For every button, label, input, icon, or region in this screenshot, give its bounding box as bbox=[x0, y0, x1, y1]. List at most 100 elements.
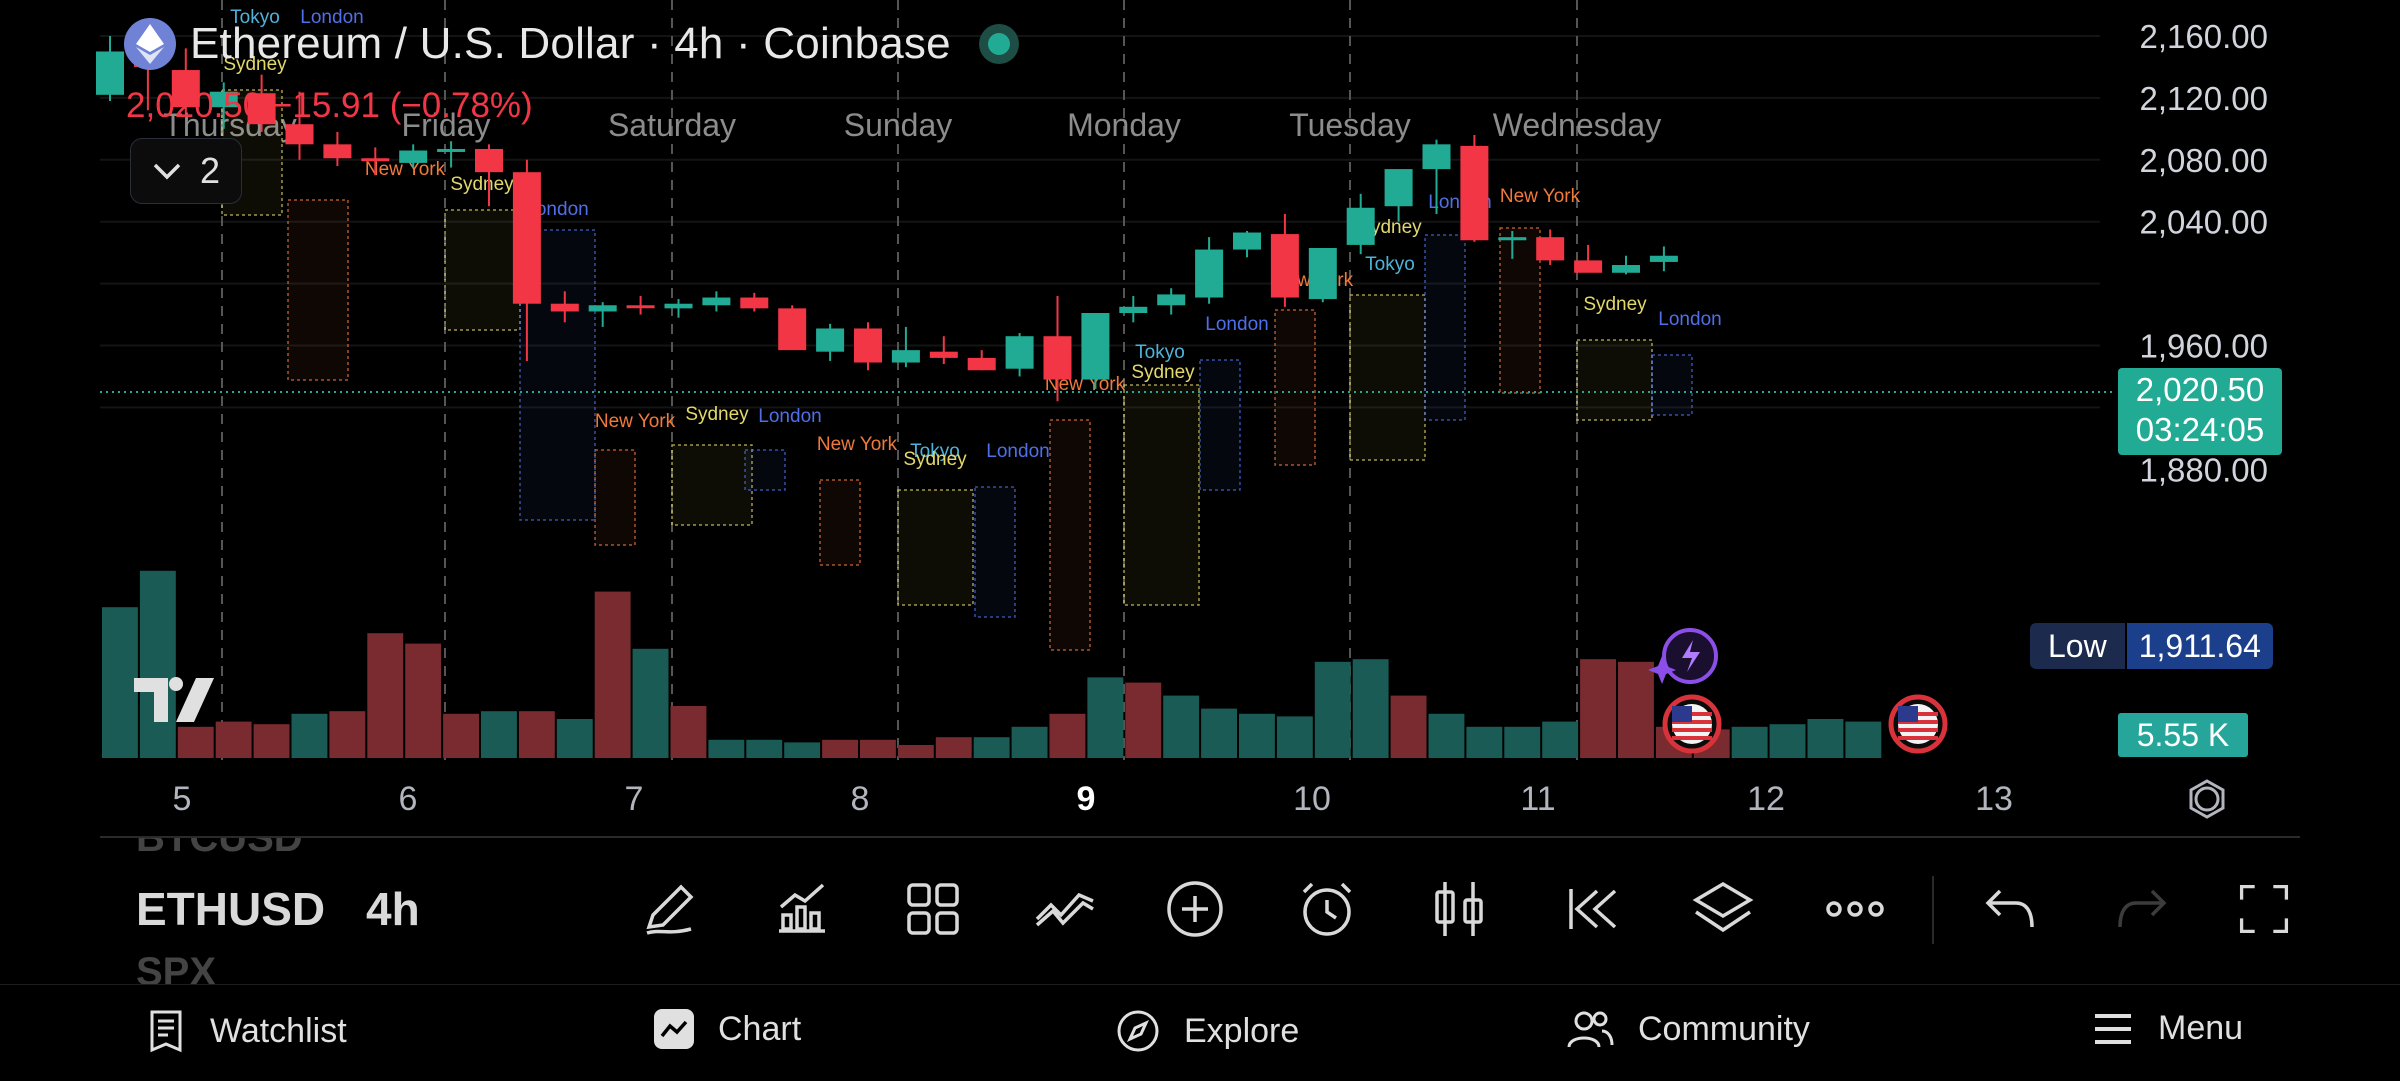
candle-body bbox=[323, 144, 352, 159]
candle-body bbox=[96, 51, 124, 95]
time-axis-label: 13 bbox=[1975, 780, 2013, 818]
us-flag-stripe bbox=[1672, 728, 1712, 732]
price-chart[interactable]: Thursday Friday Saturday Sunday Monday Tuesda… bbox=[0, 0, 2400, 840]
symbol-title[interactable]: Ethereum / U.S. Dollar · 4h · Coinbase bbox=[190, 19, 951, 68]
bar-countdown: 03:24:05 bbox=[2135, 411, 2265, 448]
candle-body bbox=[1043, 336, 1072, 380]
watchlist-icon bbox=[150, 1010, 182, 1053]
nav-watchlist[interactable]: Watchlist bbox=[146, 1009, 347, 1053]
session-label: London bbox=[1205, 314, 1268, 335]
price-axis-label: 1,960.00 bbox=[2140, 328, 2268, 365]
timeframe-button[interactable]: 4h bbox=[366, 883, 420, 935]
nav-menu[interactable]: Menu bbox=[2092, 1009, 2243, 1048]
volume-bar bbox=[1618, 661, 1654, 758]
volume-bar bbox=[215, 721, 252, 758]
session-label: New York bbox=[365, 159, 446, 180]
day-label: Monday bbox=[1067, 107, 1181, 143]
compare-icon[interactable] bbox=[1030, 874, 1100, 944]
time-axis-label: 7 bbox=[625, 780, 644, 818]
symbol-prev[interactable]: BTCUSD bbox=[136, 838, 303, 860]
time-axis-label: 5 bbox=[173, 780, 192, 818]
volume-bar bbox=[291, 713, 328, 758]
volume-bar bbox=[708, 739, 745, 758]
candle-body bbox=[588, 305, 617, 312]
nav-explore-label: Explore bbox=[1184, 1011, 1300, 1050]
candle-body bbox=[740, 297, 769, 309]
low-label: Low bbox=[2030, 623, 2125, 669]
current-price-tag: 2,020.50 03:24:05 bbox=[2118, 368, 2282, 455]
candle-body bbox=[816, 328, 845, 352]
fullscreen-icon[interactable] bbox=[2236, 874, 2292, 944]
candle-body bbox=[1346, 207, 1375, 245]
candle-body bbox=[247, 93, 276, 125]
session-box bbox=[744, 449, 786, 491]
bar-replay-chart-icon[interactable] bbox=[1424, 874, 1494, 944]
more-icon[interactable] bbox=[1820, 874, 1890, 944]
volume-bar bbox=[1769, 724, 1806, 758]
volume-bar bbox=[973, 737, 1010, 758]
volume-bar bbox=[1807, 719, 1844, 758]
indicators-collapse-button[interactable]: 2 bbox=[130, 138, 242, 204]
nav-explore[interactable]: Explore bbox=[1116, 1009, 1299, 1053]
community-icon bbox=[1567, 1011, 1614, 1048]
volume-bar bbox=[1390, 695, 1427, 758]
symbol-current[interactable]: ETHUSD bbox=[136, 883, 326, 935]
draw-icon[interactable] bbox=[634, 874, 704, 944]
volume-bar bbox=[102, 607, 138, 758]
chart-header: Ethereum / U.S. Dollar · 4h · Coinbase bbox=[124, 18, 1019, 70]
session-box bbox=[1424, 234, 1466, 421]
nav-chart[interactable]: Chart bbox=[654, 1009, 801, 1049]
layers-icon[interactable] bbox=[1688, 874, 1758, 944]
templates-icon[interactable] bbox=[898, 874, 968, 944]
low-value: 1,911.64 bbox=[2126, 623, 2273, 669]
session-box bbox=[1049, 419, 1091, 651]
us-flag-stripe bbox=[1898, 728, 1938, 732]
session-box bbox=[1576, 339, 1653, 421]
candle-body bbox=[1574, 260, 1603, 273]
volume-bar bbox=[935, 737, 972, 758]
volume-bar bbox=[1011, 726, 1048, 758]
symbol-next[interactable]: SPX bbox=[136, 950, 217, 984]
candle-body bbox=[1612, 265, 1640, 273]
candle-body bbox=[664, 303, 693, 309]
session-box bbox=[1123, 384, 1200, 606]
nav-menu-label: Menu bbox=[2158, 1009, 2244, 1047]
volume-bar bbox=[897, 745, 934, 758]
tradingview-logo-icon bbox=[134, 678, 214, 722]
session-label: London bbox=[525, 199, 588, 220]
low-price-tag: Low 1,911.64 bbox=[2030, 623, 2273, 669]
session-box bbox=[974, 486, 1016, 618]
volume-bar bbox=[177, 726, 214, 758]
candle-body bbox=[891, 350, 920, 363]
session-label: London bbox=[758, 406, 821, 427]
session-box bbox=[897, 489, 974, 606]
market-status-icon[interactable] bbox=[978, 24, 1019, 64]
alert-icon[interactable] bbox=[1292, 874, 1362, 944]
undo-icon[interactable] bbox=[1974, 874, 2044, 944]
volume-bar bbox=[367, 633, 404, 758]
symbol-switcher[interactable]: BTCUSD ETHUSD SPX bbox=[136, 838, 326, 984]
indicators-icon[interactable] bbox=[766, 874, 836, 944]
us-flag-canton bbox=[1672, 706, 1692, 722]
current-price-value: 2,020.50 bbox=[2135, 371, 2265, 408]
price-axis-label: 2,160.00 bbox=[2140, 18, 2268, 55]
candle-body bbox=[361, 158, 390, 162]
candle-body bbox=[550, 303, 579, 312]
volume-bar bbox=[784, 742, 821, 758]
volume-bar bbox=[1276, 716, 1313, 758]
volume-bar bbox=[1087, 677, 1124, 758]
nav-community[interactable]: Community bbox=[1566, 1009, 1810, 1049]
candle-body bbox=[1384, 169, 1413, 207]
session-box bbox=[671, 444, 753, 526]
redo-icon[interactable] bbox=[2108, 874, 2178, 944]
candle-body bbox=[1195, 249, 1224, 298]
volume-bar bbox=[556, 719, 593, 758]
volume-bar bbox=[1239, 713, 1275, 758]
volume-bar bbox=[746, 739, 783, 758]
add-icon[interactable] bbox=[1160, 874, 1230, 944]
chart-toolbar: BTCUSD ETHUSD SPX 4h bbox=[0, 838, 2400, 984]
candle-body bbox=[1119, 306, 1148, 314]
replay-icon[interactable] bbox=[1556, 874, 1626, 944]
price-change-quote: 2,020.50 −15.91 (−0.78%) bbox=[126, 86, 533, 125]
volume-bar bbox=[594, 591, 631, 758]
